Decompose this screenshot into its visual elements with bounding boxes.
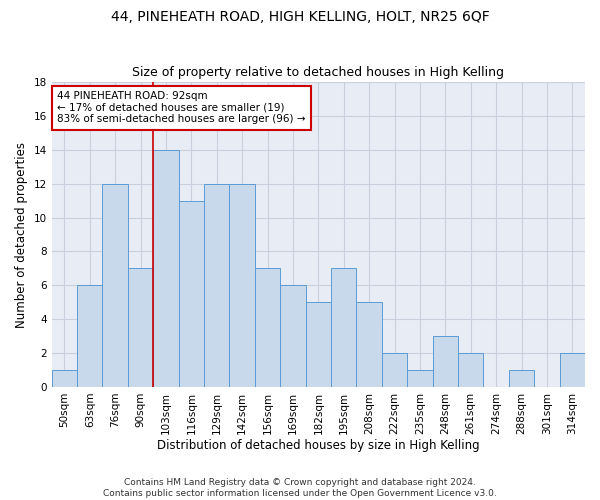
Text: 44, PINEHEATH ROAD, HIGH KELLING, HOLT, NR25 6QF: 44, PINEHEATH ROAD, HIGH KELLING, HOLT, … — [110, 10, 490, 24]
Bar — [560, 353, 585, 387]
Bar — [103, 184, 128, 387]
Title: Size of property relative to detached houses in High Kelling: Size of property relative to detached ho… — [133, 66, 505, 80]
Bar — [204, 184, 229, 387]
Bar — [280, 286, 305, 387]
Bar — [458, 353, 484, 387]
Bar — [305, 302, 331, 387]
Bar — [179, 200, 204, 387]
Y-axis label: Number of detached properties: Number of detached properties — [15, 142, 28, 328]
Bar — [509, 370, 534, 387]
Bar — [331, 268, 356, 387]
Bar — [356, 302, 382, 387]
Text: 44 PINEHEATH ROAD: 92sqm
← 17% of detached houses are smaller (19)
83% of semi-d: 44 PINEHEATH ROAD: 92sqm ← 17% of detach… — [57, 91, 305, 124]
Bar — [52, 370, 77, 387]
Bar — [382, 353, 407, 387]
Bar — [128, 268, 153, 387]
Bar — [433, 336, 458, 387]
Bar — [153, 150, 179, 387]
Bar — [407, 370, 433, 387]
Bar — [255, 268, 280, 387]
X-axis label: Distribution of detached houses by size in High Kelling: Distribution of detached houses by size … — [157, 440, 479, 452]
Bar — [77, 286, 103, 387]
Text: Contains HM Land Registry data © Crown copyright and database right 2024.
Contai: Contains HM Land Registry data © Crown c… — [103, 478, 497, 498]
Bar — [229, 184, 255, 387]
